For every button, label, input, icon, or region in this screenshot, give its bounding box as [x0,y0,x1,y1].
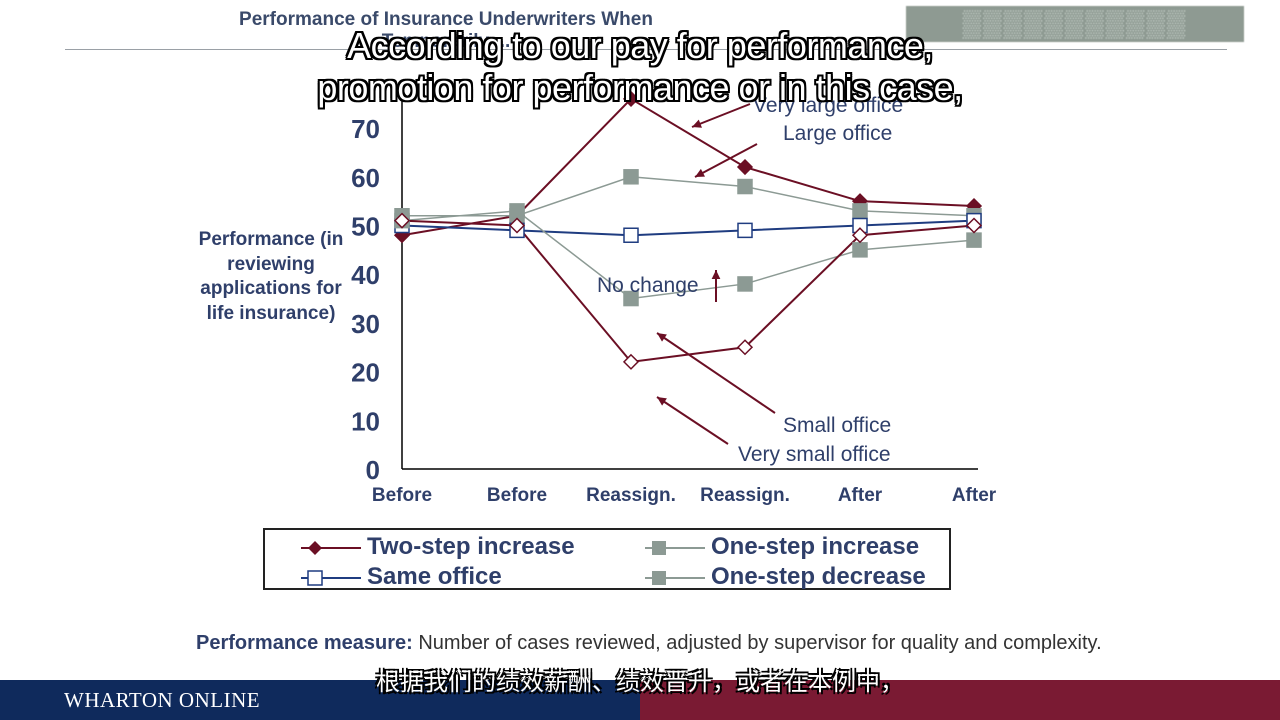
data-point [623,227,639,243]
annotation-arrowhead [657,333,667,342]
legend-marker-square-filled [645,571,705,585]
data-point [509,203,525,219]
y-tick-label: 50 [351,212,380,242]
y-axis-label: Performance (in reviewing applications f… [198,229,344,324]
subtitle-zh: 根据我们的绩效薪酬、绩效晋升，或者在本例中， [376,669,904,696]
footnote-text: Number of cases reviewed, adjusted by su… [412,632,1102,654]
x-tick-label: Before [372,485,432,506]
y-tick-label: 40 [351,260,380,290]
annotation-label: Small office [783,414,891,437]
y-tick-label: 0 [366,455,380,485]
chart-legend: Two-step increase One-step increase Same… [263,528,951,590]
data-point [852,242,868,258]
footer-left-band: WHARTON ONLINE [0,680,640,720]
subtitle-en-line2: promotion for performance or in this cas… [317,67,963,108]
series-line [402,176,975,217]
subtitle-en-line1: According to our pay for performance, [347,25,933,66]
series-line [401,97,975,237]
data-point [622,353,640,370]
footer-brand: WHARTON ONLINE [64,688,261,712]
annotation-arrowhead [695,168,705,177]
chart-title: Performance of Insurance Underwriters Wh… [239,9,653,52]
legend-label: Same office [367,563,502,590]
annotation-label: Very large office [753,94,903,117]
data-point [737,178,753,195]
footnote: Performance measure: Number of cases rev… [196,632,1102,655]
data-point [737,222,753,239]
annotation-arrowhead [711,270,721,280]
data-point [393,212,411,229]
data-point [622,90,640,107]
annotation-arrow [694,143,758,178]
footnote-label: Performance measure: [196,632,413,654]
legend-label: One-step decrease [711,563,926,590]
header-divider [65,49,1227,50]
data-point [736,158,754,176]
y-tick-label: 60 [351,163,380,193]
data-point [966,232,982,248]
legend-marker-square-filled [645,541,705,555]
y-tick-label: 70 [351,114,380,144]
data-point [508,217,526,234]
annotation-arrowhead [692,119,702,128]
annotation-arrowhead [657,397,667,406]
x-tick-label: After [838,485,883,506]
logo-watermark: ▒▒▒▒▒▒▒▒▒▒▒ [906,6,1244,42]
x-tick-label: After [952,485,997,506]
legend-marker-square-open [301,570,361,586]
data-point [852,203,868,219]
data-point [851,227,869,244]
data-point [965,217,983,234]
y-tick-label: 20 [351,358,380,388]
data-point [623,169,639,185]
legend-label: One-step increase [711,533,920,560]
series-line [401,219,975,237]
legend-label: Two-step increase [367,533,575,560]
series-line [401,210,975,300]
legend-marker-diamond-filled [301,541,361,555]
annotation-arrow [656,396,729,445]
annotation-arrow [691,103,751,128]
annotation-arrow [656,332,776,414]
data-point [737,276,753,292]
x-tick-label: Reassign. [586,485,676,506]
y-tick-label: 10 [351,406,380,436]
data-point [623,290,639,307]
annotation-label: No change [597,274,699,297]
annotation-label: Very small office [738,443,891,466]
y-tick-label: 30 [351,309,380,339]
annotation-label: Large office [783,122,892,145]
data-point [736,339,754,356]
footer-right-band [640,680,1280,720]
x-tick-label: Reassign. [700,485,790,506]
x-tick-label: Before [487,485,547,506]
